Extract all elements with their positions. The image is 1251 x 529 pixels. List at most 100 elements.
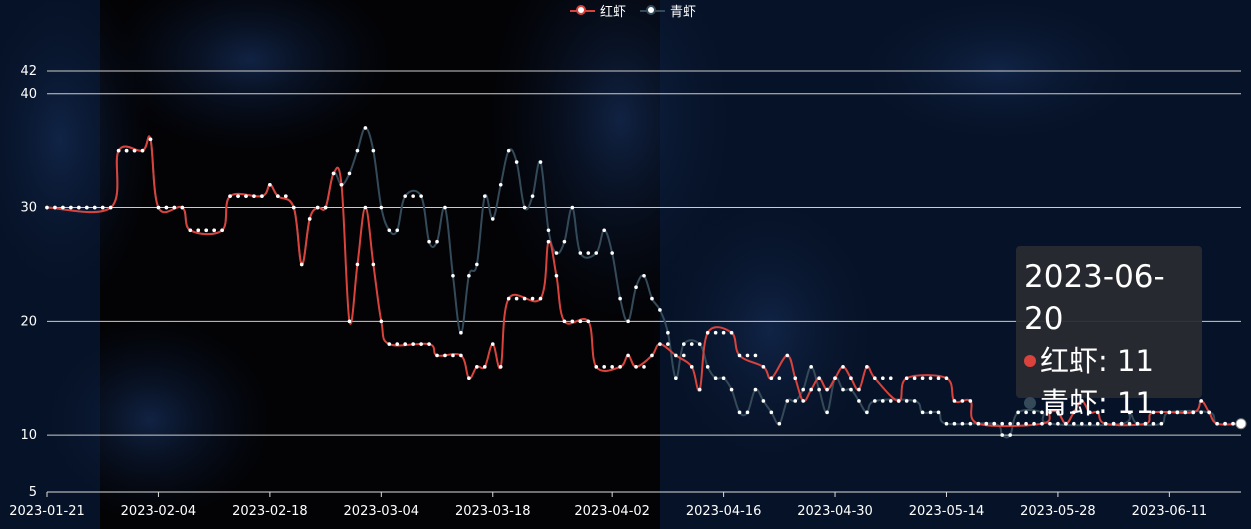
data-point-red-shrimp — [522, 296, 527, 301]
data-point-red-shrimp — [658, 342, 662, 346]
data-point-red-shrimp — [530, 296, 535, 301]
y-tick-label: 30 — [20, 201, 37, 216]
data-point-green-shrimp — [467, 274, 471, 278]
data-point-red-shrimp — [1016, 421, 1020, 426]
data-point-red-shrimp — [721, 330, 726, 335]
data-point-green-shrimp — [968, 421, 973, 426]
data-point-green-shrimp — [936, 410, 941, 415]
x-tick-label: 2023-03-04 — [344, 504, 420, 519]
data-point-red-shrimp — [156, 205, 161, 210]
data-point-green-shrimp — [379, 205, 384, 210]
x-tick-label: 2023-04-02 — [574, 504, 650, 519]
data-point-red-shrimp — [642, 365, 646, 369]
data-point-green-shrimp — [944, 421, 949, 426]
data-point-green-shrimp — [753, 387, 758, 392]
data-point-red-shrimp — [1159, 410, 1164, 415]
data-point-red-shrimp — [554, 274, 559, 278]
data-point-red-shrimp — [435, 353, 439, 358]
data-point-red-shrimp — [769, 376, 774, 381]
data-point-red-shrimp — [411, 342, 415, 346]
data-point-red-shrimp — [968, 399, 973, 403]
data-point-green-shrimp — [928, 410, 933, 415]
data-point-green-shrimp — [554, 251, 559, 255]
data-point-green-shrimp — [729, 387, 734, 392]
data-point-red-shrimp — [1087, 410, 1092, 415]
data-point-red-shrimp — [960, 399, 965, 403]
y-tick-label: 20 — [20, 314, 37, 329]
data-point-red-shrimp — [291, 205, 296, 210]
data-point-green-shrimp — [411, 194, 415, 198]
data-point-red-shrimp — [61, 205, 65, 210]
data-point-red-shrimp — [490, 342, 495, 346]
data-point-green-shrimp — [650, 296, 654, 301]
data-point-red-shrimp — [737, 353, 742, 358]
data-point-red-shrimp — [666, 342, 670, 346]
data-point-red-shrimp — [793, 376, 798, 381]
data-point-green-shrimp — [689, 342, 694, 346]
data-point-green-shrimp — [1040, 410, 1044, 415]
data-point-red-shrimp — [682, 353, 686, 358]
data-point-red-shrimp — [1048, 410, 1052, 415]
data-point-red-shrimp — [228, 194, 232, 198]
data-point-red-shrimp — [220, 228, 224, 233]
data-point-green-shrimp — [825, 410, 829, 415]
data-point-red-shrimp — [188, 228, 193, 233]
data-point-red-shrimp — [85, 205, 89, 210]
data-point-red-shrimp — [538, 296, 543, 301]
data-point-red-shrimp — [562, 319, 567, 324]
chart-legend: 红虾 青虾 — [570, 1, 696, 20]
data-point-red-shrimp — [570, 319, 575, 324]
data-point-green-shrimp — [530, 194, 535, 198]
data-point-green-shrimp — [912, 399, 917, 403]
data-point-red-shrimp — [618, 365, 622, 369]
data-point-red-shrimp — [252, 194, 256, 198]
data-point-green-shrimp — [483, 194, 487, 198]
tooltip-value-green-shrimp: 青虾: 11 — [1040, 386, 1154, 420]
data-point-green-shrimp — [506, 148, 511, 153]
data-point-red-shrimp — [268, 182, 272, 187]
tooltip-row-green-shrimp: 青虾: 11 — [1024, 382, 1194, 424]
data-point-red-shrimp — [45, 205, 49, 210]
data-point-red-shrimp — [1127, 421, 1132, 426]
legend-symbol-green-shrimp — [640, 4, 666, 18]
data-point-green-shrimp — [395, 228, 400, 233]
data-point-red-shrimp — [594, 365, 599, 369]
data-point-green-shrimp — [841, 387, 845, 392]
data-point-red-shrimp — [825, 387, 829, 392]
x-tick-label: 2023-04-16 — [686, 504, 762, 519]
data-point-red-shrimp — [896, 399, 901, 403]
y-tick-label: 40 — [20, 87, 37, 102]
data-point-red-shrimp — [180, 205, 185, 210]
data-point-green-shrimp — [705, 365, 710, 369]
data-point-red-shrimp — [148, 137, 153, 142]
legend-item-green-shrimp[interactable]: 青虾 — [640, 1, 696, 20]
data-point-red-shrimp — [761, 365, 766, 369]
legend-symbol-red-shrimp — [570, 4, 595, 18]
data-point-green-shrimp — [618, 296, 622, 301]
data-point-green-shrimp — [817, 387, 821, 392]
data-point-red-shrimp — [244, 194, 248, 198]
data-point-red-shrimp — [1111, 421, 1116, 426]
data-point-red-shrimp — [299, 262, 304, 267]
data-point-green-shrimp — [904, 399, 909, 403]
data-point-red-shrimp — [284, 194, 288, 198]
data-point-green-shrimp — [888, 399, 893, 403]
data-point-red-shrimp — [976, 421, 981, 426]
data-point-red-shrimp — [451, 353, 455, 358]
data-point-green-shrimp — [403, 194, 408, 198]
data-point-green-shrimp — [475, 262, 479, 267]
legend-label-green-shrimp: 青虾 — [670, 5, 697, 20]
data-point-red-shrimp — [904, 376, 909, 381]
data-point-red-shrimp — [124, 148, 129, 153]
data-point-red-shrimp — [371, 262, 376, 267]
data-point-green-shrimp — [785, 399, 790, 403]
legend-label-red-shrimp: 红虾 — [600, 5, 627, 20]
data-point-red-shrimp — [1119, 421, 1124, 426]
legend-item-red-shrimp[interactable]: 红虾 — [570, 1, 626, 20]
data-point-red-shrimp — [498, 365, 503, 369]
data-point-red-shrimp — [944, 376, 949, 381]
data-point-red-shrimp — [140, 148, 145, 153]
data-point-red-shrimp — [1024, 421, 1028, 426]
data-point-red-shrimp — [801, 399, 805, 403]
